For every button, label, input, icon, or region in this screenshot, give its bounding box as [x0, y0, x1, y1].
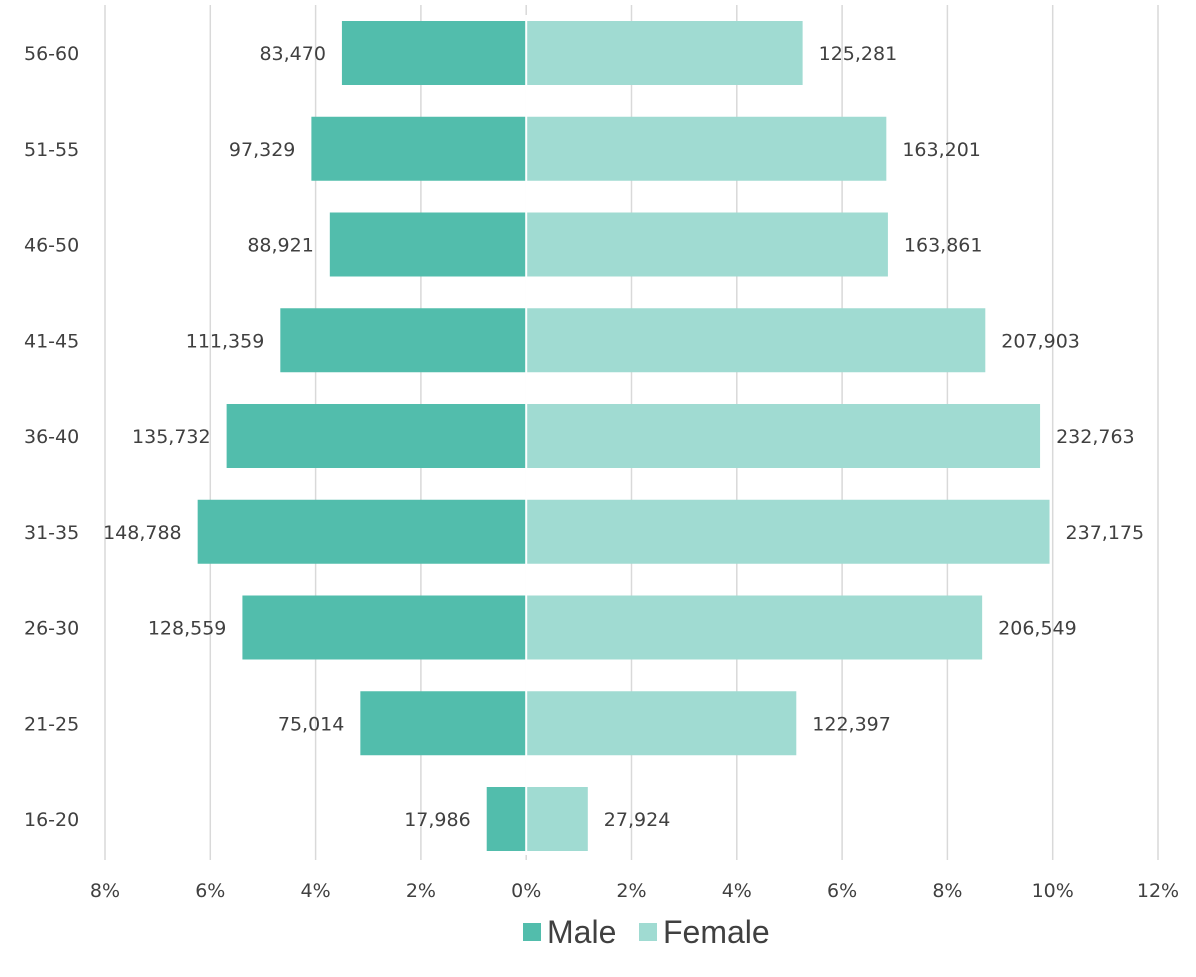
value-axis: 8% 6% 4% 2% 0% 2% 4% 6% 8% 10% 12%: [90, 880, 1179, 902]
bar-female: [526, 691, 797, 756]
category-label: 21-25: [24, 713, 79, 735]
data-label-male: 128,559: [148, 618, 227, 640]
bar-male: [360, 691, 527, 756]
data-label-male: 148,788: [103, 522, 182, 544]
data-label-male: 75,014: [278, 713, 344, 735]
data-label-male: 135,732: [132, 426, 211, 448]
x-tick-label: 6%: [195, 880, 225, 902]
bar-male: [311, 116, 527, 181]
bar-female: [526, 116, 887, 181]
x-tick-label: 10%: [1032, 880, 1074, 902]
x-tick-label: 0%: [511, 880, 541, 902]
data-label-female: 125,281: [819, 43, 898, 65]
bars: [197, 15, 1050, 855]
x-tick-label: 2%: [616, 880, 646, 902]
data-label-female: 163,201: [902, 139, 981, 161]
bar-male: [280, 308, 527, 373]
category-label: 36-40: [24, 426, 79, 448]
data-label-female: 163,861: [904, 235, 983, 257]
category-axis: 56-60 51-55 46-50 41-45 36-40 31-35 26-30 21-25…: [24, 43, 79, 831]
data-label-female: 27,924: [604, 809, 670, 831]
bar-female: [526, 595, 983, 660]
data-label-female: 206,549: [998, 618, 1077, 640]
data-label-female: 232,763: [1056, 426, 1135, 448]
data-label-male: 97,329: [229, 139, 295, 161]
legend: Male Female: [523, 914, 770, 950]
bar-female: [526, 499, 1050, 564]
legend-label-female: Female: [663, 914, 770, 950]
category-label: 41-45: [24, 330, 79, 352]
x-tick-label: 4%: [722, 880, 752, 902]
data-labels: 83,470 125,281 97,329 163,201 88,921 163,861 1…: [103, 43, 1144, 831]
bar-male: [242, 595, 527, 660]
x-tick-label: 8%: [932, 880, 962, 902]
category-label: 31-35: [24, 522, 79, 544]
x-tick-label: 4%: [301, 880, 331, 902]
data-label-male: 88,921: [247, 235, 313, 257]
data-label-female: 207,903: [1001, 330, 1080, 352]
x-tick-label: 8%: [90, 880, 120, 902]
bar-male: [226, 404, 527, 468]
legend-swatch-male: [523, 923, 541, 941]
bar-male: [341, 21, 527, 85]
data-label-male: 111,359: [186, 330, 265, 352]
bar-female: [526, 308, 986, 373]
x-tick-label: 2%: [406, 880, 436, 902]
category-label: 16-20: [24, 809, 79, 831]
bar-male: [329, 212, 527, 277]
legend-swatch-female: [639, 923, 657, 941]
bar-male: [486, 787, 527, 851]
bar-female: [526, 787, 588, 851]
category-label: 26-30: [24, 618, 79, 640]
bar-male: [197, 499, 527, 564]
data-label-male: 83,470: [259, 43, 325, 65]
data-label-female: 122,397: [812, 713, 891, 735]
data-label-male: 17,986: [404, 809, 470, 831]
x-tick-label: 6%: [827, 880, 857, 902]
legend-label-male: Male: [547, 914, 616, 950]
bar-female: [526, 21, 803, 85]
x-tick-label: 12%: [1137, 880, 1179, 902]
category-label: 46-50: [24, 235, 79, 257]
bar-female: [526, 212, 888, 277]
category-label: 56-60: [24, 43, 79, 65]
category-label: 51-55: [24, 139, 79, 161]
bar-female: [526, 404, 1041, 468]
data-label-female: 237,175: [1066, 522, 1145, 544]
